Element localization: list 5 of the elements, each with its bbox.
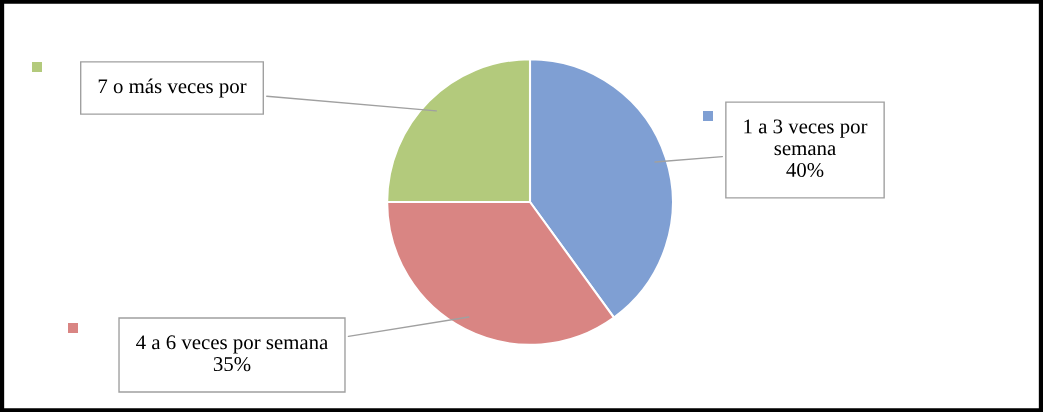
data-label: 35% xyxy=(213,357,251,372)
slice-label: 1 a 3 veces por semana xyxy=(744,119,868,156)
data-label: 40% xyxy=(786,162,824,178)
slice-label: 4 a 6 veces por semana xyxy=(136,335,329,354)
slice-label: 7 o más veces por xyxy=(98,78,247,98)
